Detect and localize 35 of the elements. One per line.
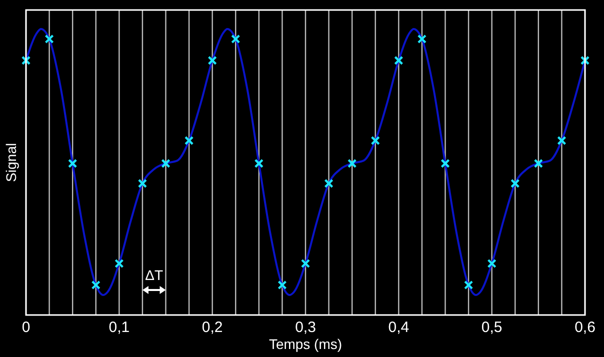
point (534, 158, 544, 168)
point (21, 56, 31, 66)
x-tick-label: 0 (22, 319, 30, 336)
x-axis-title: Temps (ms) (268, 336, 342, 352)
point (300, 258, 310, 268)
point (557, 136, 566, 146)
point (114, 258, 124, 268)
x-tick-label: 0,3 (295, 319, 316, 336)
annotation: ΔT (145, 267, 164, 283)
point (370, 136, 380, 146)
point (138, 178, 148, 188)
point (510, 178, 520, 188)
point (44, 34, 54, 44)
point (184, 136, 194, 146)
x-tick-label: 0,4 (388, 319, 410, 336)
point (278, 280, 287, 290)
x-tick-label: 0,1 (108, 319, 130, 336)
x-tick-label: 0,2 (202, 319, 223, 336)
point (161, 158, 170, 168)
point (91, 280, 100, 290)
point (580, 56, 590, 66)
point (464, 280, 474, 290)
point (347, 158, 357, 168)
x-tick-label: 0,6 (574, 319, 596, 336)
point (324, 178, 334, 188)
point (231, 34, 240, 44)
y-axis-title: Signal (3, 143, 19, 182)
point (208, 56, 217, 66)
point (417, 34, 427, 44)
point (394, 56, 404, 66)
point (68, 158, 78, 168)
point (440, 158, 450, 168)
x-tick-label: 0,5 (481, 319, 502, 336)
point (254, 158, 264, 168)
point (487, 258, 496, 268)
